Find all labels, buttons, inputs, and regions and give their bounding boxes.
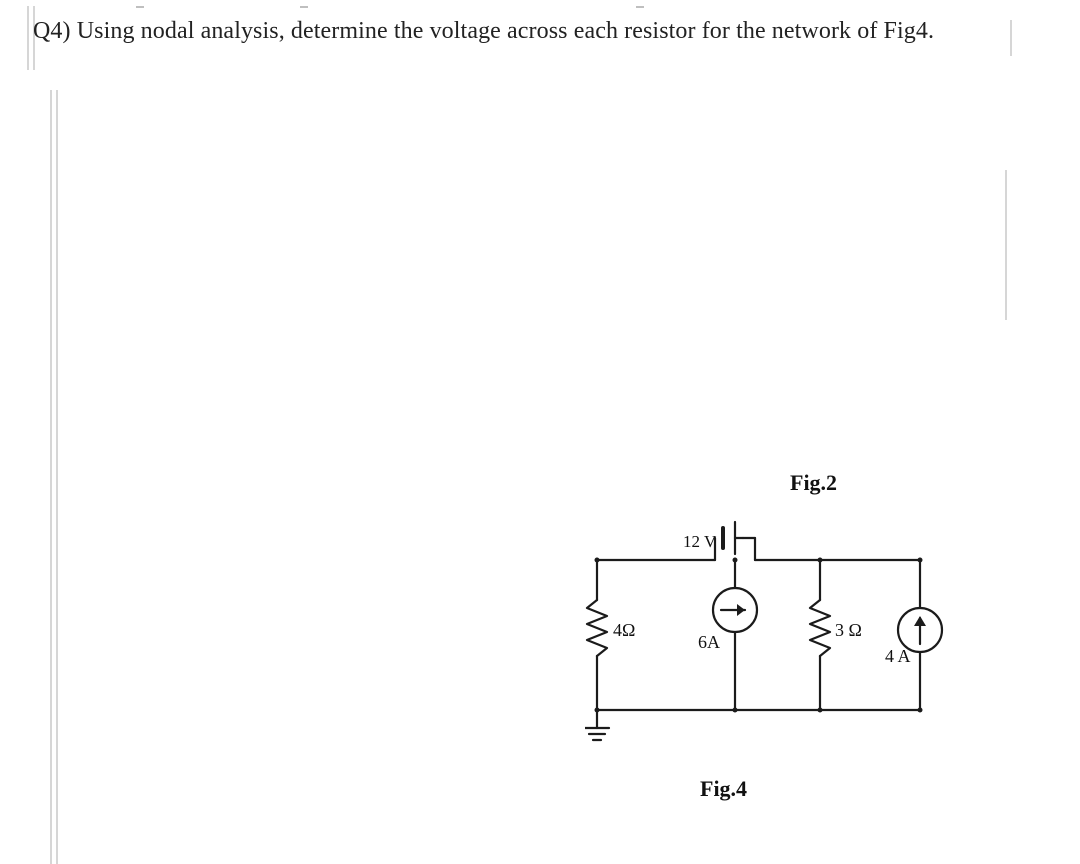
- margin-line: [1010, 20, 1012, 56]
- question-text: Q4) Using nodal analysis, determine the …: [33, 18, 934, 45]
- margin-line: [1005, 170, 1007, 320]
- fig4-label: Fig.4: [700, 776, 747, 802]
- label-3ohm: 3 Ω: [835, 620, 862, 641]
- circuit-fig4: 12 V 4Ω 6A 3 Ω 4 A: [585, 520, 985, 780]
- label-4a: 4 A: [885, 646, 911, 667]
- label-12v: 12 V: [683, 532, 716, 552]
- page: Q4) Using nodal analysis, determine the …: [0, 0, 1080, 864]
- margin-line: [50, 90, 52, 864]
- decor-tick: [136, 6, 144, 8]
- decor-tick: [636, 6, 644, 8]
- decor-tick: [300, 6, 308, 8]
- margin-line: [56, 90, 58, 864]
- margin-line: [27, 6, 29, 70]
- label-6a: 6A: [698, 632, 720, 653]
- fig2-label: Fig.2: [790, 470, 837, 496]
- label-4ohm: 4Ω: [613, 620, 635, 641]
